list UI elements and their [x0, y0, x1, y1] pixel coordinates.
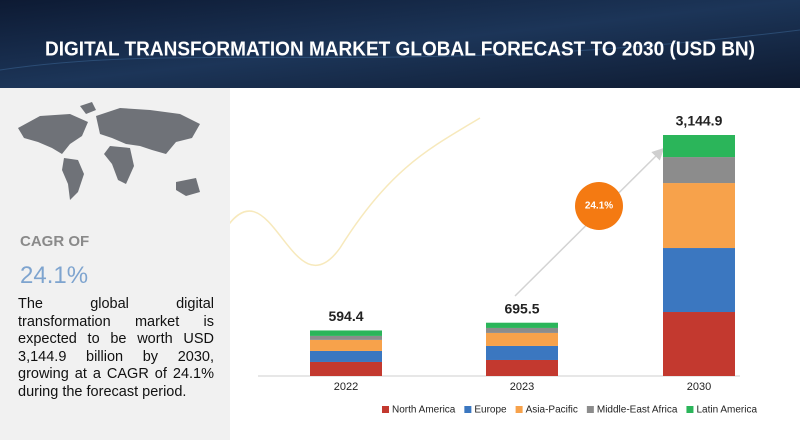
bar-segment — [310, 335, 382, 340]
cagr-bubble — [575, 182, 623, 230]
cagr-label: CAGR OF — [20, 233, 90, 250]
legend-label: Europe — [474, 405, 507, 416]
bar-segment — [310, 361, 382, 376]
world-map — [18, 102, 200, 200]
bar-segment — [486, 359, 558, 376]
chart: 594.4 2022 695.5 2023 3,144.9 2030 24.1% North … — [230, 113, 757, 416]
bar-segment — [486, 322, 558, 328]
total-label: 695.5 — [504, 300, 539, 316]
total-label: 594.4 — [328, 308, 363, 324]
legend-label: Middle-East Africa — [597, 405, 678, 416]
legend-swatch — [586, 406, 594, 413]
cagr-bubble-label: 24.1% — [585, 201, 613, 212]
summary-panel: CAGR OF 24.1% The global digital transfo… — [0, 88, 230, 440]
bar-segment — [310, 330, 382, 336]
bar-segment — [486, 327, 558, 333]
legend-swatch — [515, 406, 523, 413]
x-tick-label: 2030 — [687, 381, 711, 393]
bar-segment — [663, 183, 735, 249]
bar-segment — [663, 312, 735, 376]
bar-segment — [663, 135, 735, 158]
bar-segment — [663, 248, 735, 313]
bar-segment — [310, 350, 382, 362]
title: DIGITAL TRANSFORMATION MARKET GLOBAL FOR… — [45, 38, 755, 60]
header: DIGITAL TRANSFORMATION MARKET GLOBAL FOR… — [0, 0, 800, 88]
legend-label: North America — [392, 405, 456, 416]
bar-segment — [663, 157, 735, 184]
legend-swatch — [686, 406, 694, 413]
bar-segment — [310, 339, 382, 351]
description: The global digital transformation market… — [18, 296, 214, 400]
cagr-value: 24.1% — [20, 262, 89, 289]
legend-swatch — [464, 406, 472, 413]
x-tick-label: 2023 — [510, 381, 534, 393]
legend-label: Latin America — [696, 405, 757, 416]
legend-swatch — [382, 406, 389, 413]
total-label: 3,144.9 — [676, 113, 723, 129]
legend-label: Asia-Pacific — [526, 405, 578, 416]
bar-segment — [486, 332, 558, 346]
bar-segment — [486, 345, 558, 360]
x-tick-label: 2022 — [334, 381, 358, 393]
